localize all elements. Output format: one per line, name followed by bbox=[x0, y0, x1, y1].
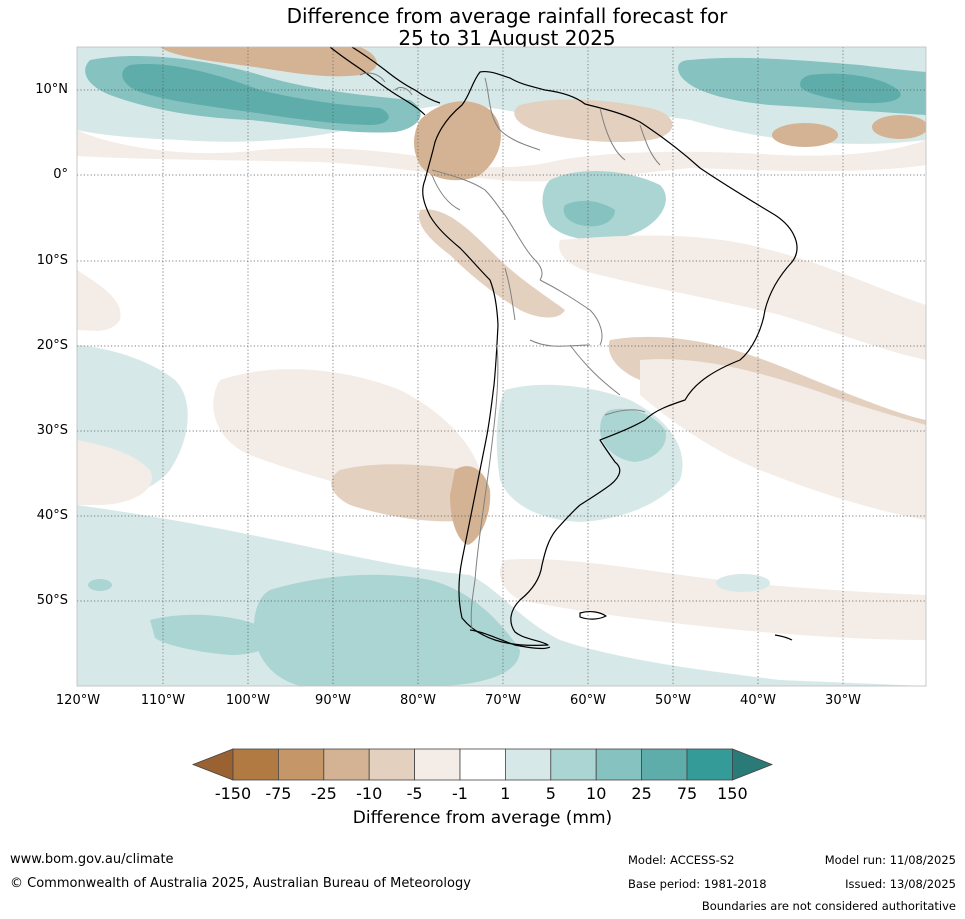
anomaly-cell-dry-venezuela bbox=[514, 99, 673, 143]
anomaly-cell-wet-west-pacific-small bbox=[88, 579, 112, 591]
anomaly-cell-wet-southeast-pacific bbox=[150, 614, 273, 655]
lon-label-60w: 60°W bbox=[570, 693, 606, 708]
border-chile-argentina bbox=[470, 344, 499, 631]
border-central-america bbox=[359, 72, 413, 96]
border-colombia-venezuela bbox=[484, 77, 541, 151]
anomaly-cell-dry-atlantic-1 bbox=[772, 123, 838, 147]
lon-label-50w: 50°W bbox=[655, 693, 691, 708]
anomaly-cell-wet-uruguay bbox=[600, 408, 666, 462]
continent-outline bbox=[329, 46, 798, 650]
colorbar-segment bbox=[323, 748, 370, 781]
anomaly-cell-dry-caribbean bbox=[160, 47, 377, 77]
border-peru-brazil bbox=[504, 214, 543, 281]
lon-label-70w: 70°W bbox=[485, 693, 521, 708]
anomaly-region-dry-west-strip bbox=[77, 270, 121, 331]
colorbar-extend-low bbox=[191, 748, 234, 781]
central-america-coastline bbox=[329, 46, 441, 116]
tierra-del-fuego-coastline bbox=[469, 629, 551, 650]
lon-label-40w: 40°W bbox=[740, 693, 776, 708]
lon-label-30w: 30°W bbox=[825, 693, 861, 708]
colorbar-segment bbox=[232, 748, 279, 781]
anomaly-cell-wet-falklands-east bbox=[716, 574, 770, 592]
lon-label-120w: 120°W bbox=[55, 693, 101, 708]
lon-label-100w: 100°W bbox=[225, 693, 271, 708]
rainfall-anomaly-map bbox=[76, 46, 927, 687]
colorbar-tick-label: 75 bbox=[676, 784, 698, 803]
anomaly-region-dry-chile bbox=[331, 464, 487, 522]
anomaly-region-dry-south-atlantic-south bbox=[500, 559, 926, 640]
footer-copyright: © Commonwealth of Australia 2025, Austra… bbox=[10, 876, 471, 891]
anomaly-cell-wet-amazon-core bbox=[563, 200, 615, 227]
colorbar-segment bbox=[641, 748, 688, 781]
colorbar-tick-label: -25 bbox=[310, 784, 337, 803]
colorbar-tick-label: -10 bbox=[356, 784, 383, 803]
anomaly-cell-dry-colombia bbox=[414, 101, 501, 181]
country-borders bbox=[359, 72, 661, 631]
anomaly-cell-wet-atlantic-core bbox=[800, 73, 901, 104]
south-america-coastline bbox=[422, 70, 798, 646]
colorbar-segment bbox=[277, 748, 325, 781]
footer-base-period: Base period: 1981-2018 bbox=[628, 877, 767, 891]
lat-label-20s: 20°S bbox=[36, 338, 68, 353]
colorbar-segment bbox=[368, 748, 416, 781]
colorbar-segment bbox=[414, 748, 461, 781]
chart-title-line-1: Difference from average rainfall forecas… bbox=[286, 4, 728, 28]
border-paraguay-argentina bbox=[569, 344, 621, 396]
anomaly-band-north-dry bbox=[77, 130, 926, 182]
border-colombia-peru bbox=[431, 169, 506, 216]
colorbar-segment bbox=[459, 748, 506, 781]
falklands-coastline bbox=[579, 610, 607, 620]
border-bolivia-paraguay bbox=[529, 339, 591, 347]
colorbar-tick-label: 10 bbox=[586, 784, 607, 803]
colorbar-label: Difference from average (mm) bbox=[352, 808, 613, 828]
anomaly-cell-wet-core bbox=[122, 64, 389, 125]
colorbar-tick-label: -75 bbox=[265, 784, 292, 803]
map-frame bbox=[76, 46, 927, 687]
colorbar-tick-label: 25 bbox=[631, 784, 652, 803]
colorbar-tick-label: 5 bbox=[545, 784, 556, 803]
colorbar-tick-label: -1 bbox=[452, 784, 468, 803]
border-guianas bbox=[599, 107, 661, 166]
border-bolivia-brazil bbox=[539, 279, 603, 346]
lon-label-80w: 80°W bbox=[400, 693, 436, 708]
lat-label-30s: 30°S bbox=[36, 423, 68, 438]
anomaly-cell-dry-atlantic-2 bbox=[872, 115, 926, 139]
anomaly-cell-wet-drake-passage bbox=[253, 574, 520, 686]
border-brazil-uruguay bbox=[604, 409, 646, 416]
border-peru-bolivia bbox=[504, 267, 516, 321]
anomaly-strip-dry-andes bbox=[419, 209, 565, 318]
lat-label-10n: 10°N bbox=[35, 82, 68, 97]
lon-label-90w: 90°W bbox=[315, 693, 351, 708]
footer-website: www.bom.gov.au/climate bbox=[10, 852, 174, 867]
footer-model: Model: ACCESS-S2 bbox=[628, 853, 735, 867]
colorbar-segment bbox=[595, 748, 643, 781]
anomaly-band-dry-south-atlantic bbox=[640, 359, 926, 520]
chart-title-line-2: 25 to 31 August 2025 bbox=[398, 26, 616, 50]
colorbar-segment bbox=[686, 748, 733, 781]
anomaly-field bbox=[77, 47, 926, 686]
anomaly-region-dry-west-pacific bbox=[77, 440, 152, 505]
border-ecuador-peru bbox=[431, 174, 461, 211]
footer-issued: Issued: 13/08/2025 bbox=[845, 877, 956, 891]
colorbar-tick-label: 1 bbox=[500, 784, 511, 803]
lon-label-110w: 110°W bbox=[140, 693, 186, 708]
colorbar-extend-high bbox=[732, 748, 774, 781]
colorbar-tick-label: 150 bbox=[717, 784, 748, 803]
footer-disclaimer: Boundaries are not considered authoritat… bbox=[701, 899, 956, 913]
footer-model-run: Model run: 11/08/2025 bbox=[824, 853, 956, 867]
anomaly-band-dry-brazil bbox=[559, 235, 926, 360]
lat-label-50s: 50°S bbox=[36, 593, 68, 608]
lat-label-10s: 10°S bbox=[36, 253, 68, 268]
lat-label-40s: 40°S bbox=[36, 508, 68, 523]
south-georgia-coastline bbox=[774, 634, 793, 641]
map-gridlines bbox=[77, 47, 926, 686]
lat-label-0: 0° bbox=[53, 167, 68, 182]
colorbar-segment bbox=[504, 748, 552, 781]
colorbar-tick-label: -150 bbox=[214, 784, 252, 803]
colorbar-tick-label: -5 bbox=[406, 784, 423, 803]
anomaly-region-dry-patagonia bbox=[450, 466, 491, 545]
colorbar-segment bbox=[550, 748, 597, 781]
